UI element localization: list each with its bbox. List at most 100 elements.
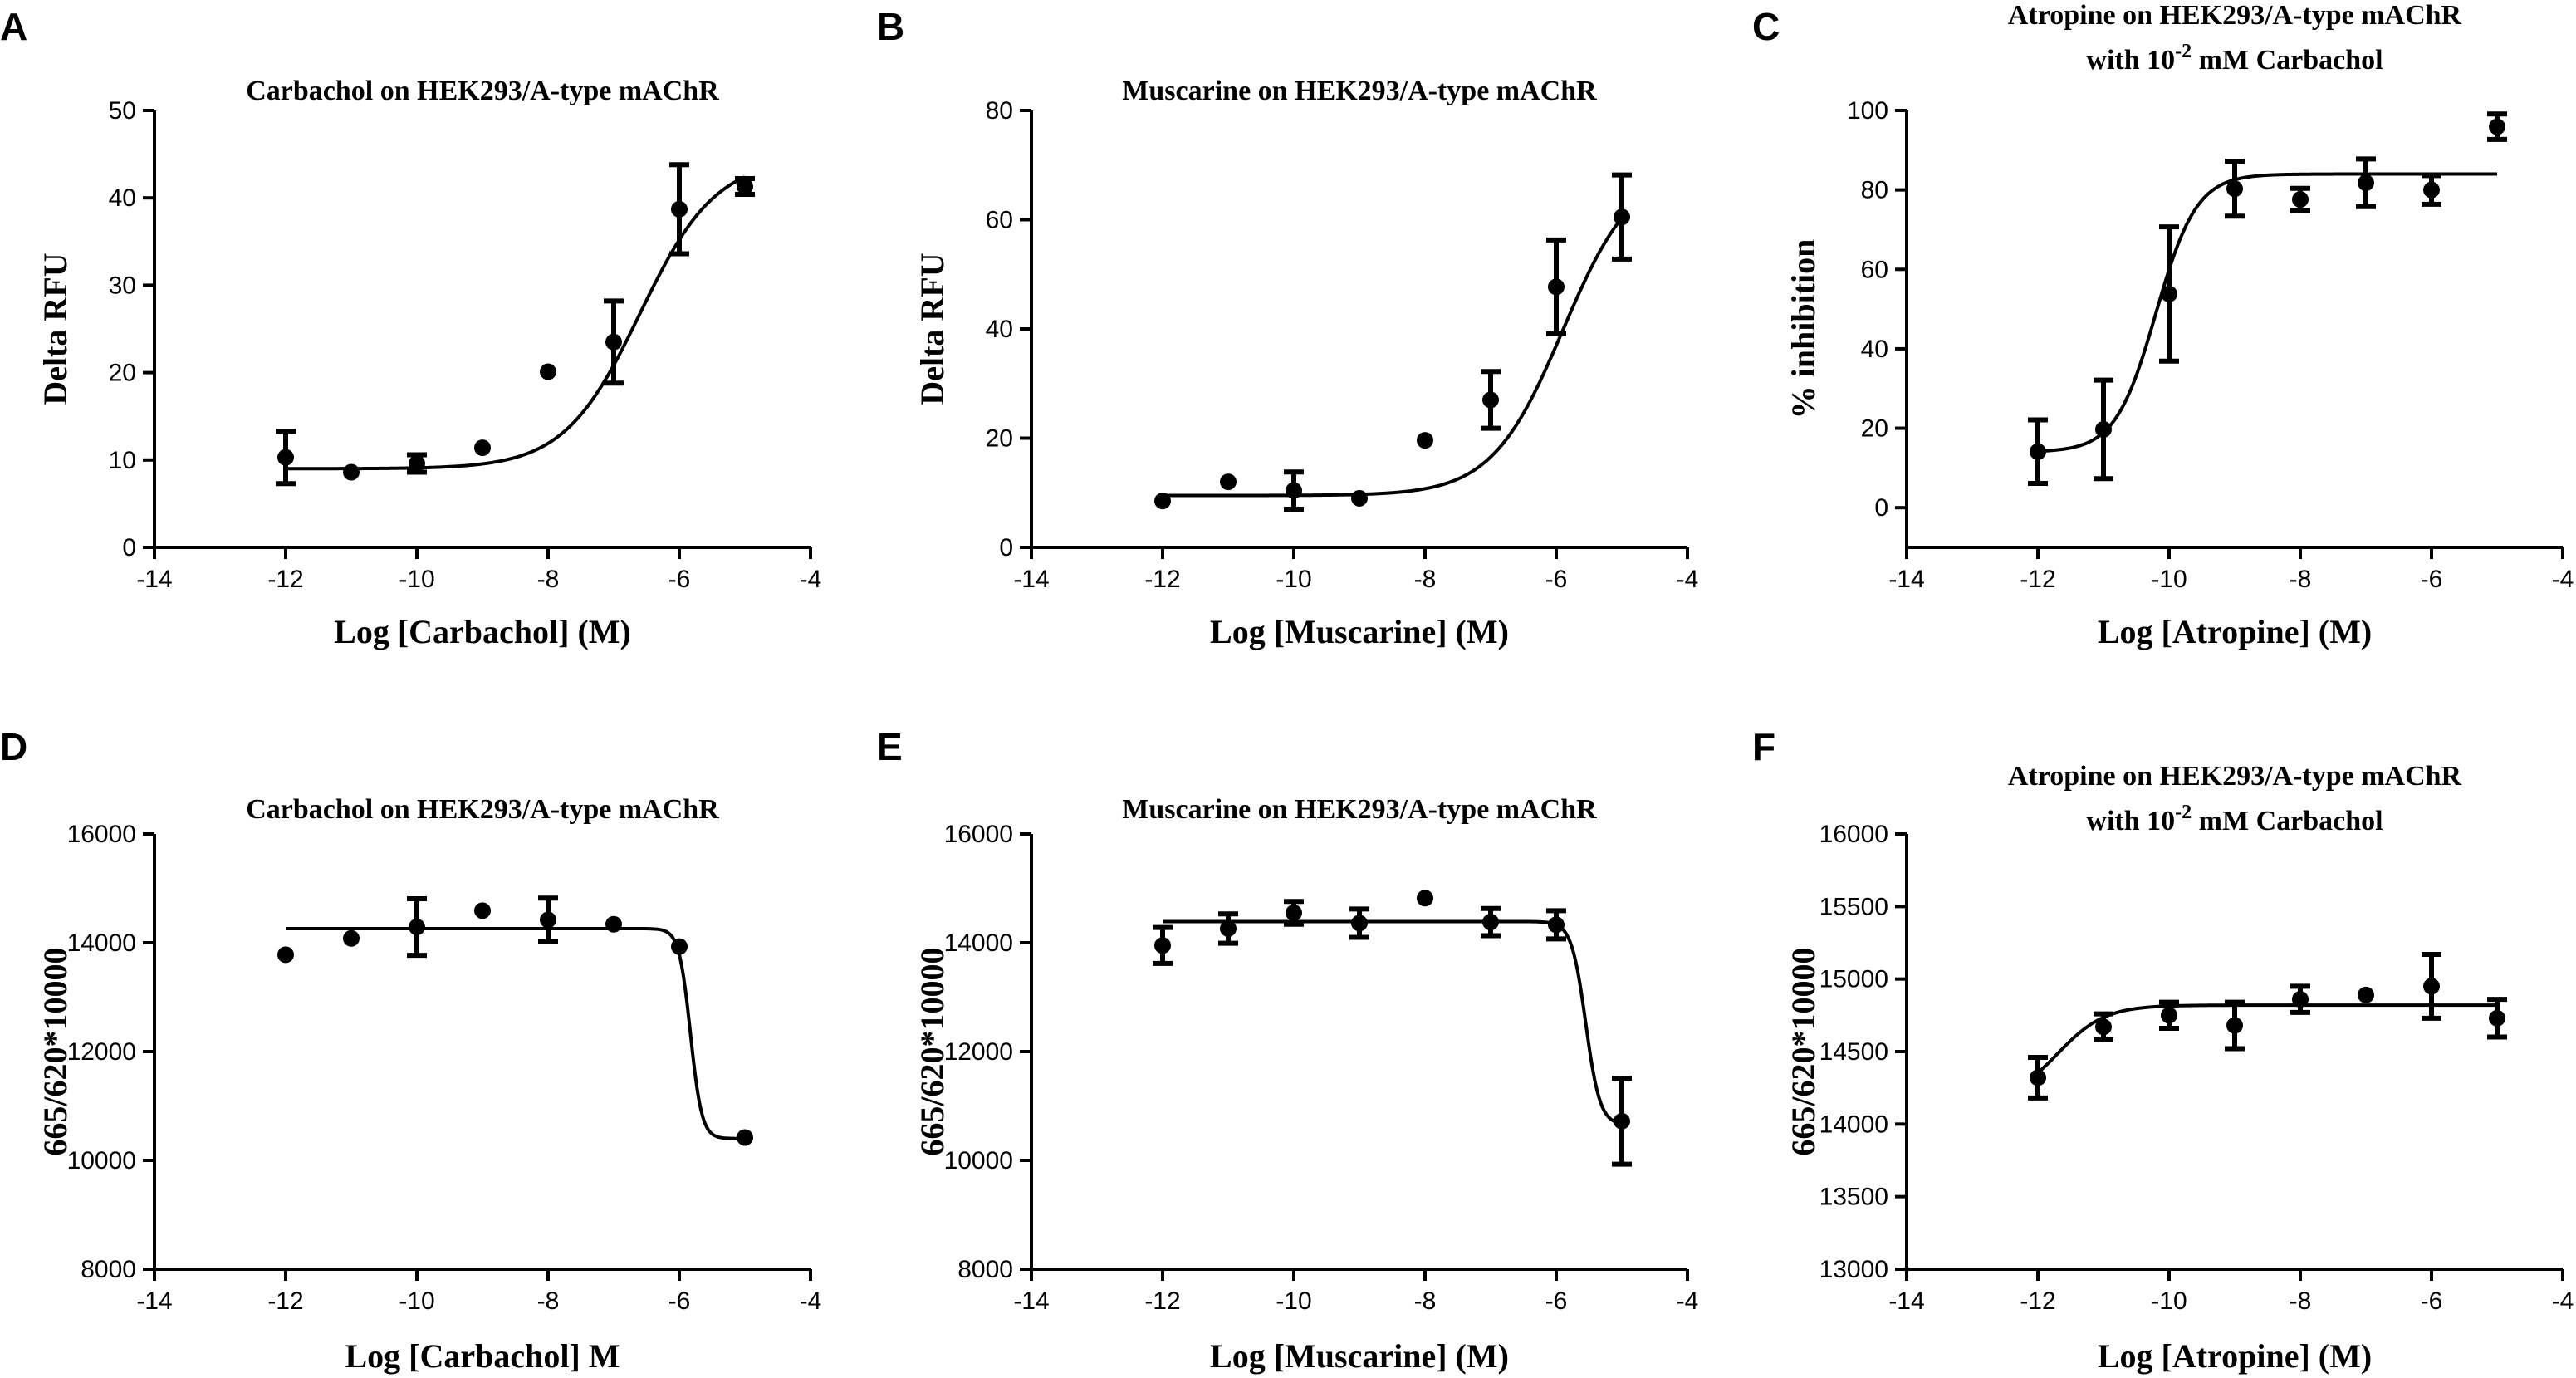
- panel-b-data-point: [1154, 493, 1171, 510]
- panel-f-y-tick-label: 15000: [1819, 966, 1888, 993]
- panel-b-data-point: [1548, 278, 1565, 296]
- panel-d-data-point: [605, 915, 622, 933]
- panel-d-y-tick-label: 12000: [67, 1038, 136, 1066]
- panel-e-data-point: [1417, 890, 1433, 907]
- panel-c-y-axis-title: % inhibition: [1785, 239, 1822, 419]
- panel-c-title-line-2: with 10-2 mM Carbachol: [2086, 41, 2383, 76]
- panel-c: C Atropine on HEK293/A-type mAChR with 10-…: [1752, 0, 2574, 650]
- panel-d-y-tick-label: 8000: [81, 1256, 136, 1283]
- panel-a-data-point: [343, 463, 360, 481]
- panel-f-data-point: [2030, 1069, 2046, 1086]
- panel-c-data-point: [2358, 174, 2374, 192]
- panel-d-fit-curve: [286, 926, 746, 1140]
- panel-a-x-axis-title: Log [Carbachol] (M): [334, 613, 631, 650]
- panel-c-y-tick-label: 80: [1861, 177, 1888, 204]
- panel-d-y-axis-title: 665/620*10000: [37, 947, 74, 1155]
- panel-e-data-point: [1286, 904, 1302, 921]
- panel-a-letter: A: [0, 5, 27, 48]
- panel-f-letter: F: [1752, 725, 1775, 768]
- panel-c-y-tick-label: 100: [1847, 97, 1888, 125]
- panel-f-x-tick-label: -10: [2151, 1287, 2187, 1315]
- panel-b-data-point: [1614, 208, 1630, 226]
- panel-d-x-axis-title: Log [Carbachol] M: [345, 1337, 620, 1375]
- panel-c-x-axis-title: Log [Atropine] (M): [2098, 613, 2372, 650]
- panel-f-data-point: [2292, 991, 2309, 1008]
- panel-d-x-tick-label: -14: [136, 1287, 172, 1315]
- panel-c-x-tick-label: -8: [2290, 566, 2312, 593]
- panel-b-data-point: [1482, 391, 1499, 409]
- panel-a-data-point: [409, 455, 425, 473]
- panel-e-fit-curve: [1163, 919, 1623, 1125]
- panel-b-y-tick-label: 60: [986, 207, 1013, 234]
- panel-a-x-tick-label: -8: [537, 566, 560, 593]
- panel-a-data-point: [540, 363, 556, 380]
- panel-b-data-point: [1286, 482, 1302, 499]
- panel-f-y-tick-label: 15500: [1819, 893, 1888, 920]
- panel-a-data-point: [737, 178, 753, 195]
- panel-f-fit-curve: [2036, 1003, 2497, 1075]
- panel-d: D Carbachol on HEK293/A-type mAChR 8000 100…: [0, 725, 821, 1375]
- panel-a-y-tick-label: 20: [109, 360, 136, 387]
- panel-d-y-tick-label: 14000: [67, 929, 136, 957]
- panel-a-x-tick-label: -14: [136, 566, 172, 593]
- panel-e-x-tick-label: -12: [1144, 1287, 1180, 1315]
- panel-a-x-tick-label: -10: [399, 566, 434, 593]
- panel-a-y-tick-label: 10: [109, 447, 136, 474]
- panel-b-x-tick-label: -4: [1677, 566, 1699, 593]
- panel-a-y-tick-label: 0: [122, 534, 136, 561]
- panel-f-y-tick-label: 13000: [1819, 1256, 1888, 1283]
- panel-e-x-tick-label: -10: [1276, 1287, 1311, 1315]
- panel-c-data-point: [2292, 191, 2309, 208]
- panel-c-data-point: [2030, 443, 2046, 460]
- panel-c-y-tick-label: 0: [1874, 494, 1888, 522]
- panel-b-y-tick-label: 80: [986, 97, 1013, 125]
- panel-d-y-tick-label: 16000: [67, 821, 136, 848]
- panel-b-x-tick-label: -6: [1545, 566, 1568, 593]
- panel-f-y-tick-label: 16000: [1819, 821, 1888, 848]
- panel-b-y-tick-label: 0: [999, 534, 1013, 561]
- panel-f-data-point: [2226, 1017, 2243, 1034]
- panel-c-y-tick-label: 60: [1861, 256, 1888, 283]
- panel-f-x-tick-label: -6: [2421, 1287, 2443, 1315]
- panel-f-title-line-2: with 10-2 mM Carbachol: [2086, 802, 2383, 836]
- panel-e-y-axis-title: 665/620*10000: [913, 947, 951, 1155]
- panel-c-x-tick-label: -4: [2552, 566, 2574, 593]
- panel-e-y-tick-label: 12000: [944, 1038, 1013, 1066]
- panel-f-x-tick-label: -12: [2020, 1287, 2055, 1315]
- panel-c-y-tick-label: 20: [1861, 415, 1888, 443]
- panel-e-y-tick-label: 8000: [957, 1256, 1013, 1283]
- panel-d-x-tick-label: -8: [537, 1287, 560, 1315]
- panel-a-y-axis-title: Delta RFU: [37, 253, 74, 405]
- panel-d-title: Carbachol on HEK293/A-type mAChR: [246, 794, 719, 825]
- panel-f-x-tick-label: -14: [1888, 1287, 1924, 1315]
- panel-f-x-axis-title: Log [Atropine] (M): [2098, 1337, 2372, 1375]
- panel-a-data-point: [277, 449, 294, 466]
- panel-f: F Atropine on HEK293/A-type mAChR with 10-…: [1752, 725, 2574, 1375]
- panel-e-data-point: [1548, 916, 1565, 934]
- panel-e-data-point: [1351, 915, 1368, 932]
- panel-c-letter: C: [1752, 5, 1780, 48]
- panel-a-data-point: [474, 439, 491, 457]
- panel-e-title: Muscarine on HEK293/A-type mAChR: [1122, 794, 1597, 825]
- panel-f-title-line-1: Atropine on HEK293/A-type mAChR: [2008, 761, 2462, 792]
- panel-d-data-point: [409, 919, 425, 936]
- panel-a-fit-curve: [285, 175, 746, 471]
- panel-d-data-point: [474, 902, 491, 919]
- panel-b-title: Muscarine on HEK293/A-type mAChR: [1122, 76, 1597, 106]
- panel-c-data-point: [2161, 285, 2177, 302]
- panel-f-data-point: [2489, 1009, 2505, 1027]
- panel-f-y-axis-title: 665/620*10000: [1785, 947, 1822, 1155]
- panel-e-letter: E: [877, 725, 903, 768]
- panel-a-y-tick-label: 40: [109, 184, 136, 212]
- panel-d-x-tick-label: -12: [267, 1287, 303, 1315]
- panel-a-y-tick-label: 50: [109, 97, 136, 125]
- panel-c-data-point: [2226, 180, 2243, 198]
- panel-f-y-tick-label: 13500: [1819, 1184, 1888, 1211]
- panel-e-x-tick-label: -4: [1677, 1287, 1699, 1315]
- panel-e-x-tick-label: -14: [1013, 1287, 1049, 1315]
- panel-b-fit-curve: [1163, 217, 1623, 498]
- panel-e-x-axis-title: Log [Muscarine] (M): [1210, 1337, 1509, 1375]
- panel-d-letter: D: [0, 725, 27, 768]
- panel-a-y-tick-label: 30: [109, 272, 136, 299]
